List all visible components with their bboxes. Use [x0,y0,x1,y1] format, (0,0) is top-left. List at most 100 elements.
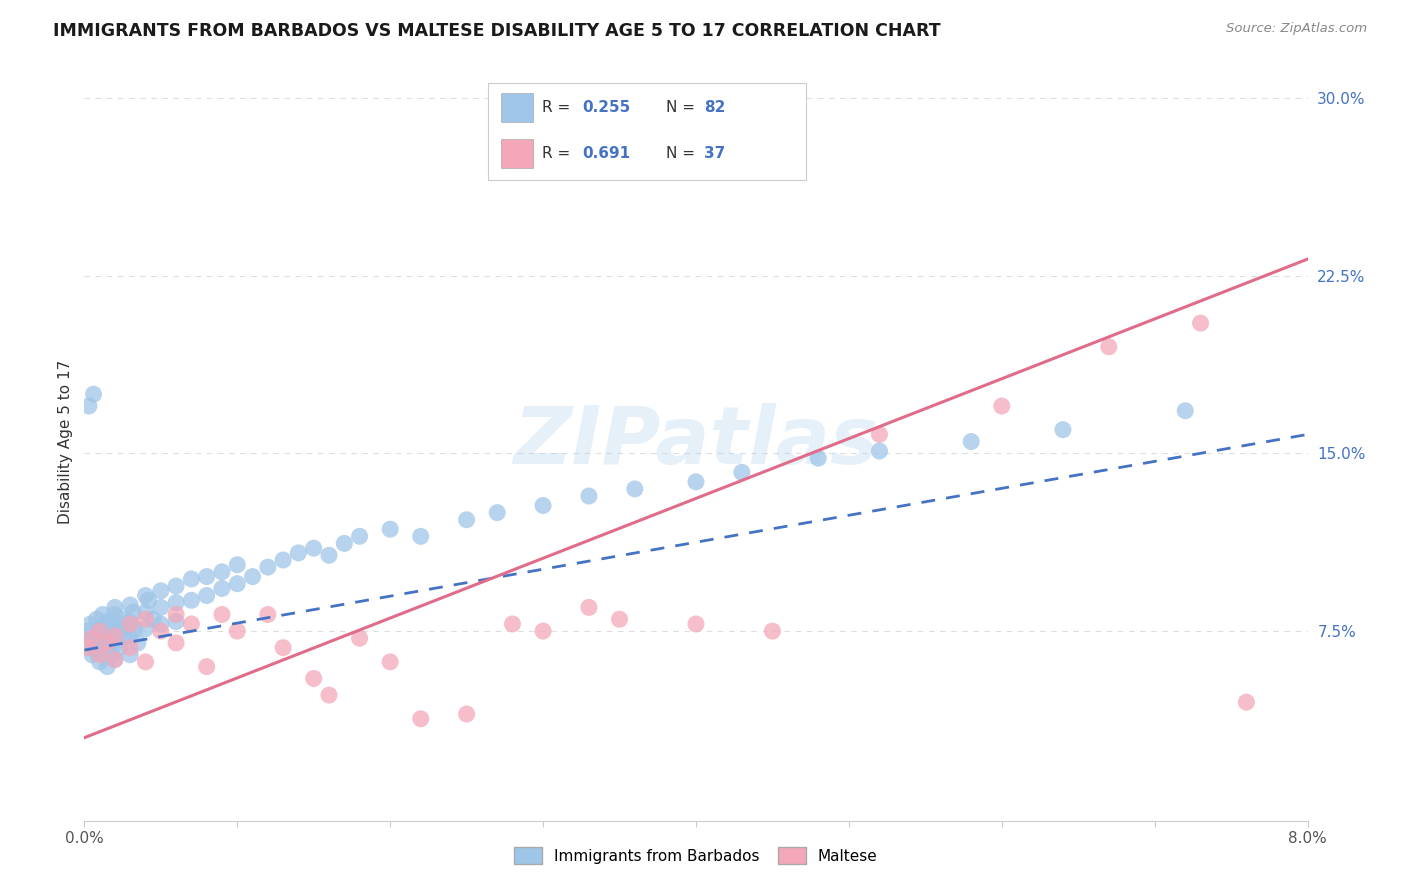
Point [531,624,554,639]
Point [1236,695,1258,709]
Point [104,600,127,615]
Point [83,640,105,655]
Point [195,659,218,673]
Point [135,589,157,603]
Point [180,572,202,586]
Point [76,624,98,639]
Point [149,624,172,639]
Point [869,444,891,458]
Point [94,624,117,639]
Point [991,399,1014,413]
Point [226,558,249,572]
Point [578,600,600,615]
Point [165,579,187,593]
Point [318,688,340,702]
Point [111,612,134,626]
Point [79,617,101,632]
Legend: Immigrants from Barbados, Maltese: Immigrants from Barbados, Maltese [509,841,883,870]
Point [409,529,432,543]
Point [112,631,135,645]
Point [108,640,131,655]
Point [180,593,202,607]
Point [120,615,142,629]
Point [211,582,233,596]
Point [149,617,172,632]
Point [120,648,142,662]
Point [211,565,233,579]
Text: ZIPatlas: ZIPatlas [513,402,879,481]
Point [107,624,129,639]
Point [257,607,280,622]
Point [226,624,249,639]
Point [180,617,202,632]
Point [349,529,371,543]
Point [91,607,114,622]
Point [409,712,432,726]
Point [135,622,157,636]
Point [761,624,783,639]
Point [135,655,157,669]
Point [138,593,160,607]
Point [869,427,891,442]
Point [271,553,294,567]
Point [80,631,103,645]
Point [380,655,402,669]
Point [96,659,118,673]
Point [257,560,280,574]
Point [302,541,325,556]
Point [104,617,127,632]
Point [120,629,142,643]
Point [84,629,107,643]
Point [104,607,127,622]
Point [91,631,114,645]
Point [96,615,118,629]
Point [609,612,631,626]
Point [120,640,142,655]
Point [226,576,249,591]
Point [89,622,111,636]
Point [1174,403,1197,417]
Point [302,672,325,686]
Point [578,489,600,503]
Point [87,633,110,648]
Point [104,636,127,650]
Point [807,451,830,466]
Point [89,655,111,669]
Point [287,546,309,560]
Point [333,536,356,550]
Point [89,638,111,652]
Point [83,387,105,401]
Point [114,619,136,633]
Point [104,652,127,666]
Point [502,617,524,632]
Point [165,615,187,629]
Point [685,617,707,632]
Point [486,506,509,520]
Point [242,569,264,583]
Point [149,600,172,615]
Point [86,612,108,626]
Point [135,605,157,619]
Point [98,619,121,633]
Point [77,631,100,645]
Point [104,652,127,666]
Point [165,607,187,622]
Point [271,640,294,655]
Point [89,624,111,639]
Point [318,548,340,563]
Point [731,466,754,480]
Point [195,589,218,603]
Point [195,569,218,583]
Point [120,617,142,632]
Point [1052,423,1074,437]
Point [120,598,142,612]
Point [456,706,478,721]
Point [165,636,187,650]
Point [97,629,120,643]
Point [211,607,233,622]
Point [122,605,145,619]
Point [93,640,115,655]
Y-axis label: Disability Age 5 to 17: Disability Age 5 to 17 [58,359,73,524]
Point [124,622,146,636]
Point [80,636,103,650]
